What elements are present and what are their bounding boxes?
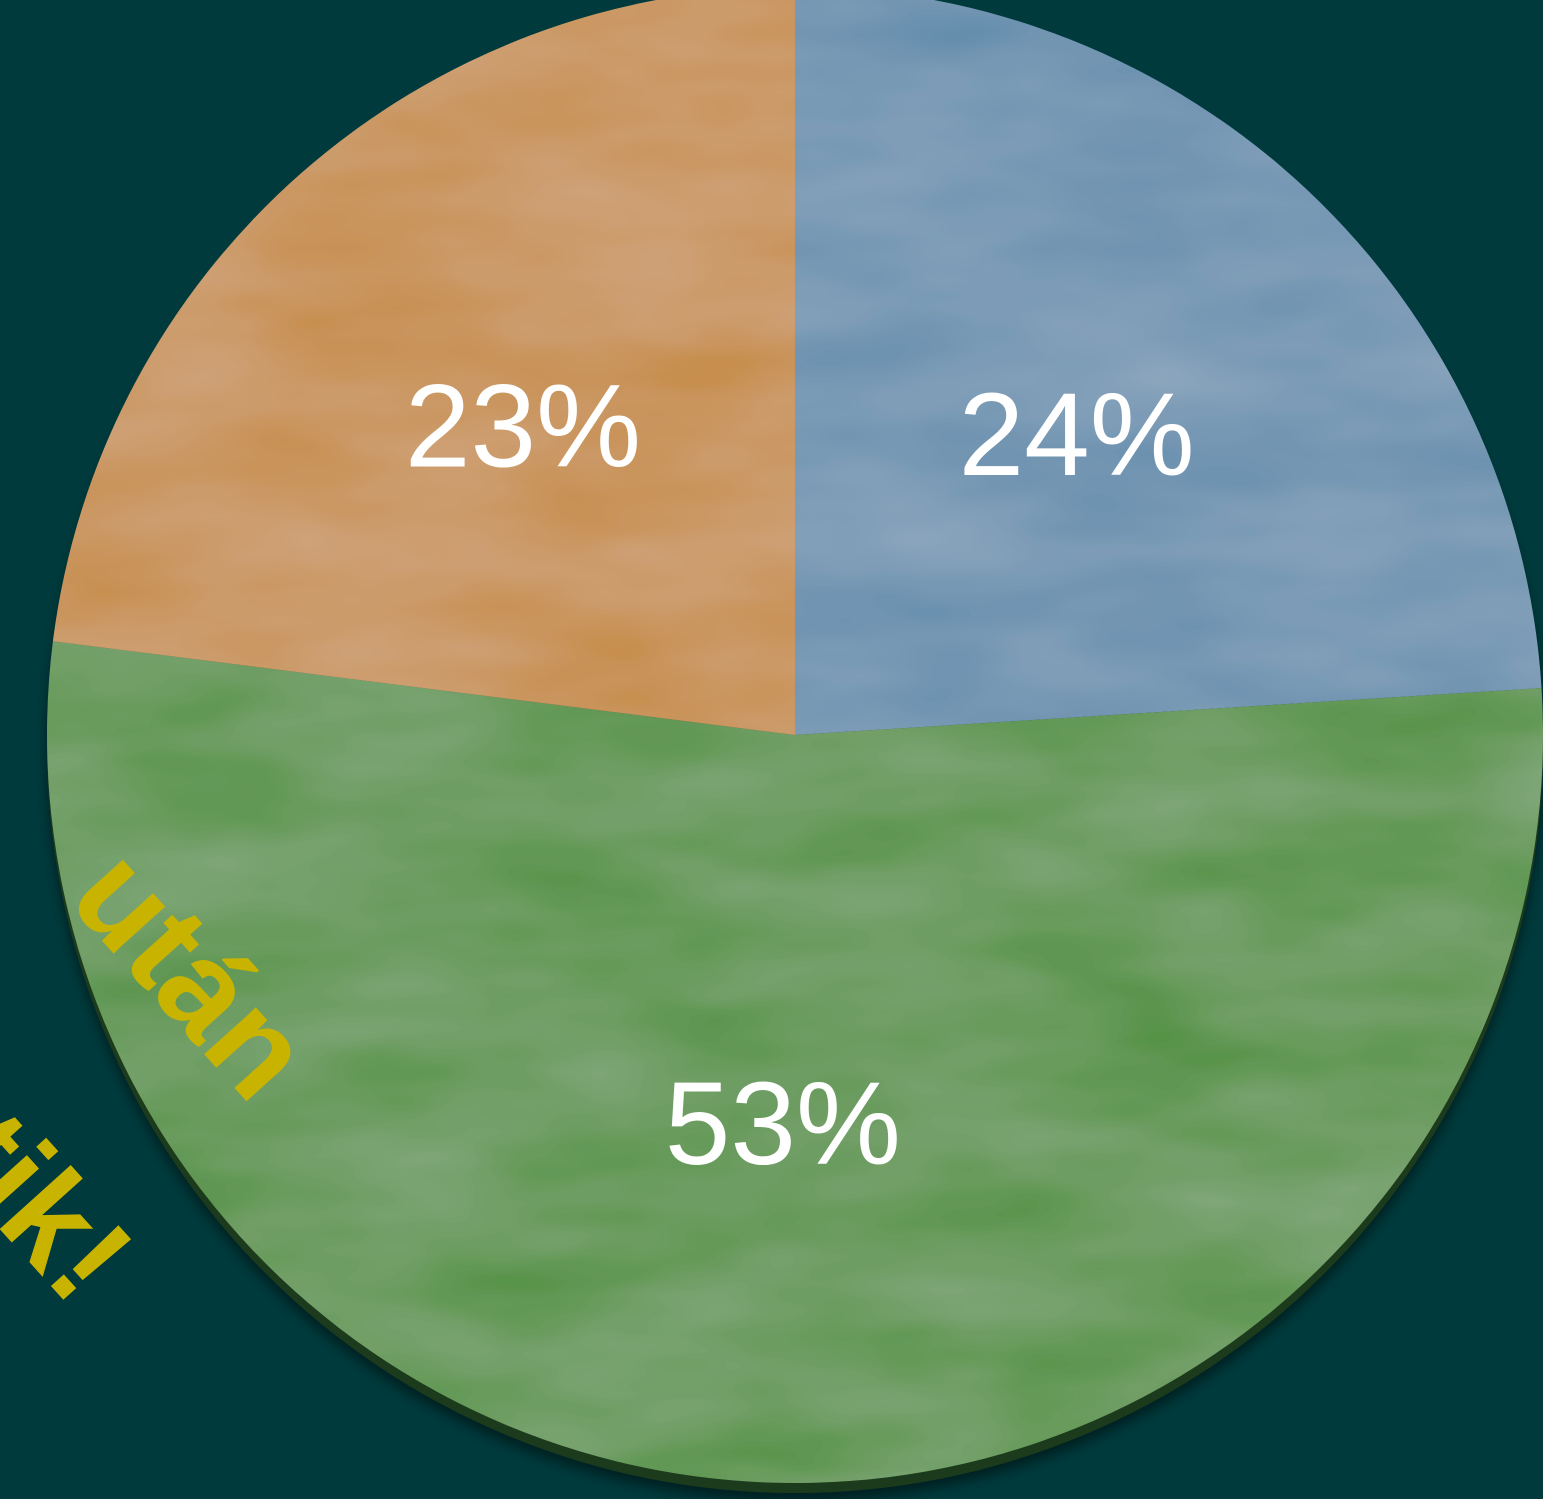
pie-slice-1 [795, 0, 1542, 735]
pie-slice-label-3: 23% [405, 360, 641, 492]
pie-slice-label-2: 53% [665, 1058, 901, 1190]
pie-labels: 24% 53% 23% [405, 360, 1195, 1189]
pie-slice-2 [47, 641, 1543, 1483]
pie-slices [47, 0, 1543, 1483]
pie-slice-label-1: 24% [959, 369, 1195, 501]
pie-slice-3 [52, 0, 795, 735]
